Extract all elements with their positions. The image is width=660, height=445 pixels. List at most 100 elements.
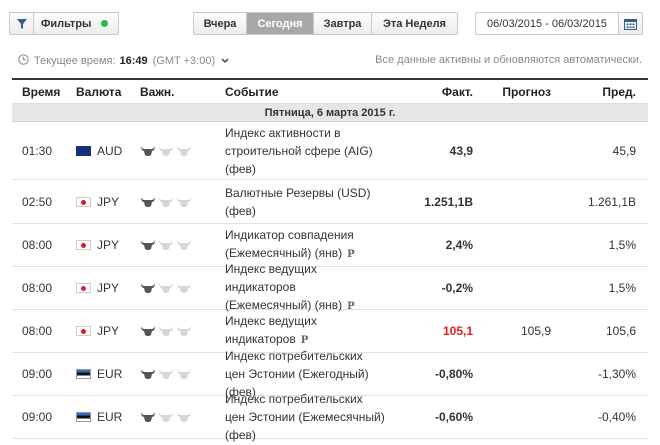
toolbar: Фильтры Вчера Сегодня Завтра Эта Неделя … (0, 0, 660, 46)
bull-icon (159, 326, 173, 336)
bull-icon (141, 283, 155, 293)
table-row[interactable]: 09:00 EUR Индекс потребительских цен Эст… (12, 349, 648, 399)
currency-code: JPY (97, 238, 120, 252)
currency-code: JPY (97, 194, 120, 209)
bull-icon (141, 326, 155, 336)
importance-rating (140, 145, 225, 157)
currency-code: AUD (97, 143, 123, 158)
preliminary-mark: P (347, 301, 355, 312)
importance-rating (140, 239, 225, 251)
flag-icon (76, 196, 91, 207)
bull-icon (177, 283, 191, 293)
tab-this-week[interactable]: Эта Неделя (372, 13, 457, 34)
importance-rating (140, 368, 225, 380)
row-actual: 105,1 (442, 324, 473, 338)
header-event: Событие (225, 84, 279, 99)
tab-today[interactable]: Сегодня (247, 13, 314, 34)
event-name[interactable]: Индекс ведущих индикаторов P (225, 312, 385, 350)
bull-icon (159, 240, 173, 250)
row-time: 09:00 (22, 367, 53, 381)
event-name[interactable]: Индикатор совпадения (Ежемесячный) (янв)… (225, 226, 385, 264)
current-time-value: 16:49 (119, 55, 148, 67)
preliminary-mark: P (300, 335, 309, 346)
table-row[interactable]: 08:00 JPY Индекс ведущих индикаторов (Еж… (12, 262, 648, 312)
row-time: 08:00 (22, 324, 53, 338)
bull-icon (141, 196, 155, 207)
flag-icon (76, 326, 91, 336)
bull-icon (141, 240, 155, 250)
flag-icon (76, 369, 91, 379)
date-range-value: 06/03/2015 - 06/03/2015 (487, 17, 607, 30)
filters-button[interactable]: Фильтры (9, 12, 119, 35)
tab-tomorrow[interactable]: Завтра (314, 13, 372, 34)
header-importance: Важн. (140, 84, 175, 99)
event-text: Валютные Резервы (USD) (фев) (225, 185, 371, 218)
event-text: Индекс активности в строительной сфере (… (225, 125, 373, 176)
table-row[interactable]: 01:30 AUD Индекс активности в строительн… (12, 122, 648, 180)
event-name[interactable]: Индекс потребительских цен Эстонии (Ежег… (225, 347, 385, 401)
bull-icon (177, 412, 191, 422)
header-forecast: Прогноз (502, 84, 551, 99)
event-text: Индекс ведущих индикаторов (Ежемесячный)… (225, 262, 343, 312)
row-currency: EUR (76, 367, 140, 381)
bull-icon (159, 196, 173, 207)
event-text: Индекс ведущих индикаторов (225, 314, 317, 346)
bull-icon (141, 412, 155, 422)
bull-icon (177, 240, 191, 250)
row-currency: JPY (76, 324, 140, 338)
table-row[interactable]: 08:00 JPY Индекс ведущих индикаторов P 10… (12, 310, 648, 353)
clock-icon (18, 54, 29, 68)
event-text: Индекс потребительских цен Эстонии (Ежем… (225, 392, 385, 442)
flag-icon (76, 145, 91, 156)
bull-icon (177, 326, 191, 336)
row-time: 08:00 (22, 238, 53, 252)
flag-icon (76, 240, 91, 250)
bull-icon (141, 145, 155, 156)
event-name[interactable]: Индекс активности в строительной сфере (… (225, 124, 385, 178)
row-actual: -0,80% (434, 367, 473, 381)
event-text: Индикатор совпадения (Ежемесячный) (янв) (225, 228, 354, 260)
row-previous: -0,40% (597, 410, 636, 424)
event-name[interactable]: Индекс потребительских цен Эстонии (Ежем… (225, 390, 385, 444)
event-name[interactable]: Валютные Резервы (USD) (фев) (225, 184, 385, 220)
preliminary-mark: P (347, 249, 355, 260)
timezone-selector[interactable]: (GMT +3:00) (152, 55, 216, 67)
filters-label: Фильтры (41, 17, 92, 30)
event-name[interactable]: Индекс ведущих индикаторов (Ежемесячный)… (225, 260, 385, 316)
auto-update-notice: Все данные активны и обновляются автомат… (375, 54, 642, 66)
bull-icon (159, 283, 173, 293)
economic-calendar-table: Время Валюта Важн. Событие Факт. Прогноз… (12, 78, 648, 442)
table-row[interactable]: 08:00 JPY Индикатор совпадения (Ежемесяч… (12, 224, 648, 267)
date-tabs: Вчера Сегодня Завтра Эта Неделя (193, 12, 458, 35)
calendar-icon[interactable] (618, 13, 642, 34)
table-row[interactable]: 09:00 EUR Индекс потребительских цен Эст… (12, 392, 648, 442)
row-actual: -0,60% (434, 410, 473, 424)
table-row[interactable]: 02:50 JPY Валютные Резервы (USD) (фев) 1… (12, 180, 648, 224)
date-range-picker[interactable]: 06/03/2015 - 06/03/2015 (475, 12, 643, 35)
row-actual: 43,9 (449, 143, 473, 158)
row-currency: AUD (76, 144, 140, 158)
row-forecast: 105,9 (520, 324, 551, 338)
row-currency: JPY (76, 281, 140, 295)
currency-code: EUR (97, 367, 123, 381)
importance-rating (140, 325, 225, 337)
bull-icon (159, 412, 173, 422)
table-body: 01:30 AUD Индекс активности в строительн… (12, 122, 648, 442)
bull-icon (177, 196, 191, 207)
row-currency: JPY (76, 238, 140, 252)
bull-icon (159, 145, 173, 156)
currency-code: EUR (97, 410, 123, 424)
row-actual: -0,2% (441, 281, 473, 295)
current-time-label: Текущее время: (34, 55, 116, 67)
filter-status-dot (101, 20, 108, 27)
row-previous: 1.261,1B (587, 194, 636, 209)
row-previous: 1,5% (608, 238, 636, 252)
bull-icon (177, 145, 191, 156)
row-actual: 2,4% (445, 238, 473, 252)
chevron-down-icon[interactable] (221, 55, 229, 67)
row-previous: 45,9 (612, 143, 636, 158)
flag-icon (76, 283, 91, 293)
tab-yesterday[interactable]: Вчера (194, 13, 247, 34)
row-previous: -1,30% (597, 367, 636, 381)
row-currency: EUR (76, 410, 140, 424)
